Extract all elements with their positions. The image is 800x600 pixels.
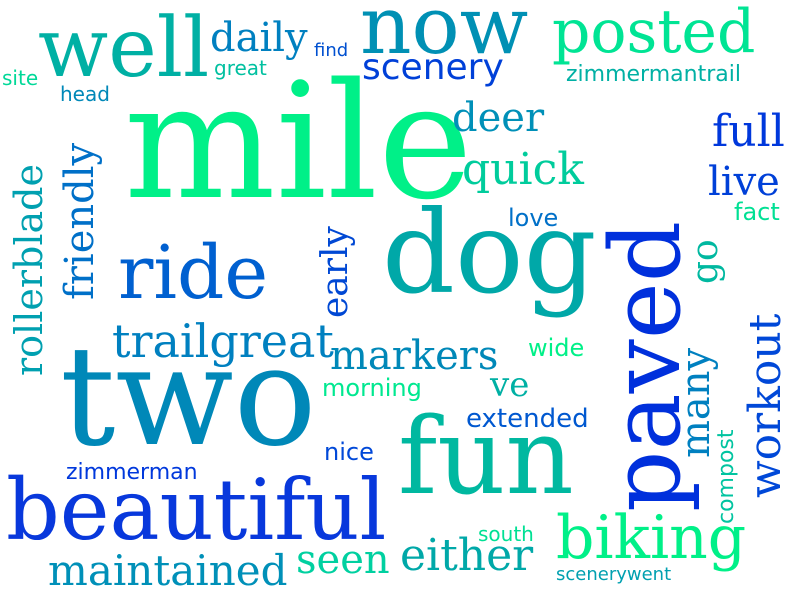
word-love: love (508, 204, 559, 232)
word-ride: ride (118, 230, 269, 316)
word-seen: seen (296, 537, 390, 583)
word-full: full (712, 106, 785, 157)
word-trailgreat: trailgreat (112, 314, 334, 368)
word-rollerblade: rollerblade (7, 164, 51, 376)
word-go: go (685, 239, 726, 284)
word-workout: workout (740, 313, 791, 498)
word-morning: morning (322, 374, 422, 402)
word-deer: deer (452, 95, 545, 141)
word-live: live (708, 159, 780, 205)
word-scenerywent: scenerywent (556, 564, 672, 585)
word-fun: fun (398, 395, 574, 518)
word-site: site (2, 66, 39, 90)
word-beautiful: beautiful (6, 461, 387, 559)
word-markers: markers (330, 333, 499, 379)
word-dog: dog (382, 186, 597, 319)
word-friendly: friendly (57, 142, 103, 300)
word-zimmermantrail: zimmermantrail (566, 62, 741, 87)
word-posted: posted (552, 0, 756, 67)
word-maintained: maintained (48, 546, 288, 595)
word-two: two (60, 316, 317, 477)
word-either: either (400, 530, 534, 581)
word-wide: wide (528, 334, 585, 362)
word-biking: biking (556, 503, 747, 573)
word-find: find (314, 40, 349, 61)
word-now: now (360, 0, 529, 72)
word-south: south (478, 522, 534, 546)
word-daily: daily (210, 15, 308, 61)
word-many: many (673, 347, 719, 458)
word-great: great (214, 56, 267, 80)
word-head: head (60, 82, 110, 106)
word-mile: mile (124, 48, 473, 235)
word-compost: compost (714, 429, 739, 525)
word-well: well (38, 1, 210, 96)
word-extended: extended (466, 404, 589, 434)
word-zimmerman: zimmerman (66, 460, 198, 485)
word-fact: fact (734, 198, 780, 226)
word-nice: nice (324, 438, 374, 466)
word-ve: ve (490, 365, 530, 405)
word-scenery: scenery (362, 47, 504, 88)
word-quick: quick (462, 144, 584, 195)
word-early: early (315, 226, 356, 318)
